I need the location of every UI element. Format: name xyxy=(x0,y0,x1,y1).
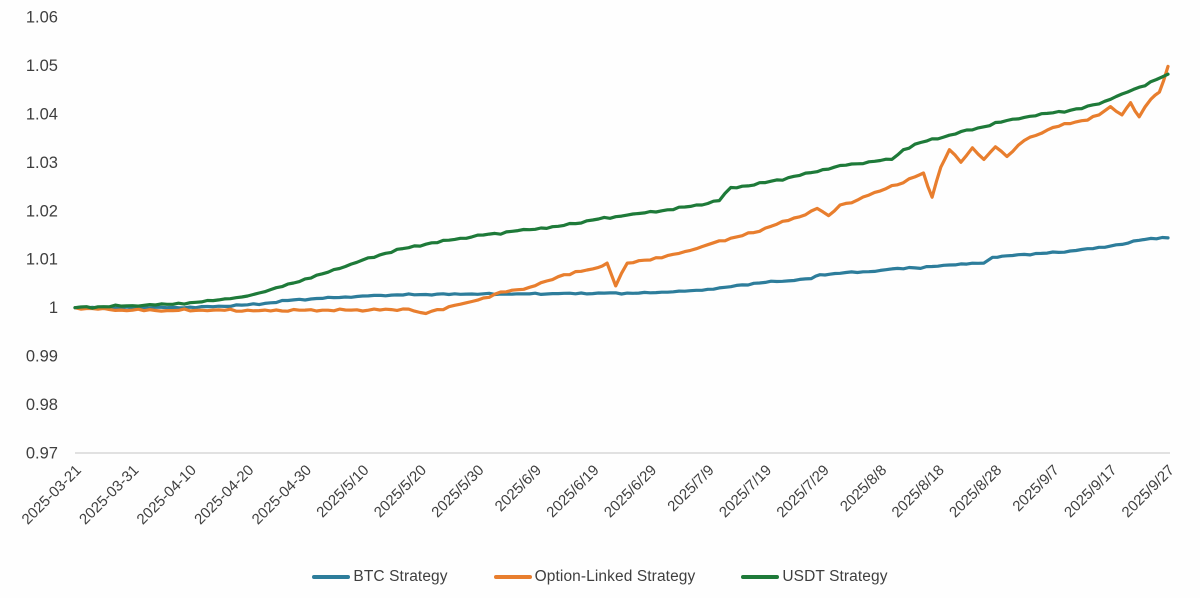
x-tick-label: 2025/8/18 xyxy=(889,462,948,521)
y-tick-label: 1.04 xyxy=(26,105,58,123)
y-tick-label: 1 xyxy=(49,299,58,317)
x-tick-label: 2025/9/7 xyxy=(1009,462,1062,515)
chart-legend: BTC Strategy Option-Linked Strategy USDT… xyxy=(0,568,1200,586)
legend-line-usdt-strategy xyxy=(741,575,780,579)
y-tick-label: 0.98 xyxy=(26,396,58,414)
series-line-btc-strategy xyxy=(73,235,1170,311)
y-tick-label: 1.01 xyxy=(26,251,58,269)
legend-label-btc-strategy: BTC Strategy xyxy=(353,568,448,585)
x-tick-label: 2025/8/28 xyxy=(946,462,1005,521)
legend-label-usdt-strategy: USDT Strategy xyxy=(782,568,888,585)
y-tick-label: 0.97 xyxy=(26,445,58,463)
x-tick-label: 2025/6/29 xyxy=(601,462,660,521)
x-tick-label: 2025/9/17 xyxy=(1061,462,1120,521)
y-tick-label: 1.06 xyxy=(26,9,58,27)
legend-line-option-linked-strategy xyxy=(493,575,532,579)
series-line-option-linked-strategy xyxy=(73,64,1170,316)
x-tick-label: 2025/6/9 xyxy=(492,462,545,515)
legend-item-usdt-strategy: USDT Strategy xyxy=(741,568,888,586)
legend-item-option-linked-strategy: Option-Linked Strategy xyxy=(493,568,696,586)
x-tick-label: 2025/5/30 xyxy=(428,462,487,521)
y-tick-label: 0.99 xyxy=(26,348,58,366)
x-tick-label: 2025/5/10 xyxy=(313,462,372,521)
x-tick-label: 2025/7/19 xyxy=(716,462,775,521)
x-tick-label: 2025-03-21 xyxy=(19,462,85,528)
legend-line-btc-strategy xyxy=(312,575,351,579)
x-tick-label: 2025-04-30 xyxy=(249,462,315,528)
y-tick-label: 1.03 xyxy=(26,154,58,172)
legend-item-btc-strategy: BTC Strategy xyxy=(312,568,448,586)
series-line-usdt-strategy xyxy=(73,72,1170,310)
x-tick-label: 2025/9/27 xyxy=(1119,462,1178,521)
x-tick-label: 2025/5/20 xyxy=(371,462,430,521)
x-tick-label: 2025/8/8 xyxy=(837,462,890,515)
x-tick-label: 2025-03-31 xyxy=(76,462,142,528)
x-tick-label: 2025-04-10 xyxy=(134,462,200,528)
x-tick-label: 2025-04-20 xyxy=(191,462,257,528)
y-tick-label: 1.02 xyxy=(26,202,58,220)
legend-label-option-linked-strategy: Option-Linked Strategy xyxy=(534,568,696,585)
x-tick-label: 2025/6/19 xyxy=(543,462,602,521)
x-tick-label: 2025/7/29 xyxy=(773,462,832,521)
x-tick-label: 2025/7/9 xyxy=(664,462,717,515)
y-tick-label: 1.05 xyxy=(26,57,58,75)
